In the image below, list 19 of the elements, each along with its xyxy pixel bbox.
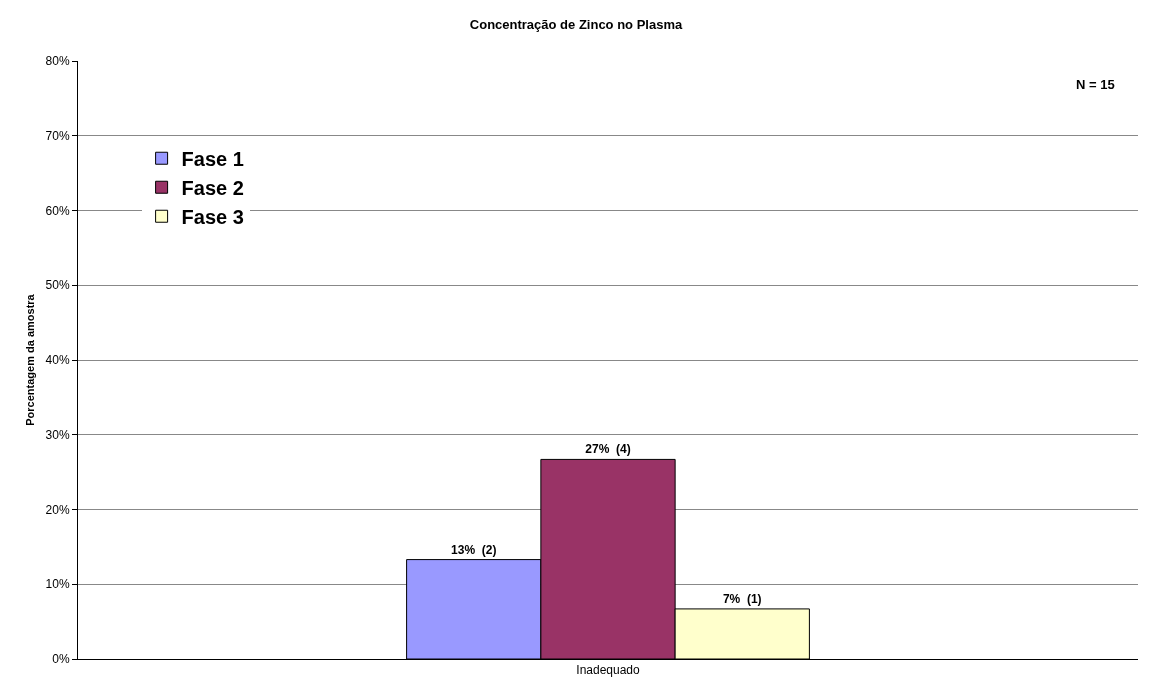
y-tick-label: 60% bbox=[45, 203, 70, 218]
y-tick-label: 70% bbox=[45, 128, 70, 143]
y-tick-label: 20% bbox=[45, 502, 70, 517]
y-tick-label: 10% bbox=[45, 577, 70, 592]
x-tick-label: Inadequado bbox=[576, 663, 641, 678]
y-tick-label: 30% bbox=[45, 427, 70, 442]
y-tick-label: 50% bbox=[45, 278, 70, 293]
legend-label: Fase 1 bbox=[181, 148, 244, 171]
y-tick-label: 40% bbox=[45, 353, 70, 368]
legend-label: Fase 2 bbox=[181, 177, 244, 200]
data-label: 7% (1) bbox=[722, 591, 762, 606]
y-axis-title: Porcentagem da amostra bbox=[24, 293, 37, 426]
annotation: N = 15 bbox=[1076, 77, 1115, 92]
y-tick-label: 80% bbox=[45, 54, 70, 69]
legend-label: Fase 3 bbox=[181, 206, 244, 229]
data-label: 27% (4) bbox=[585, 442, 631, 457]
chart-title: Concentração de Zinco no Plasma bbox=[469, 16, 683, 32]
y-tick-label: 0% bbox=[52, 652, 70, 667]
data-label: 13% (2) bbox=[451, 542, 497, 557]
